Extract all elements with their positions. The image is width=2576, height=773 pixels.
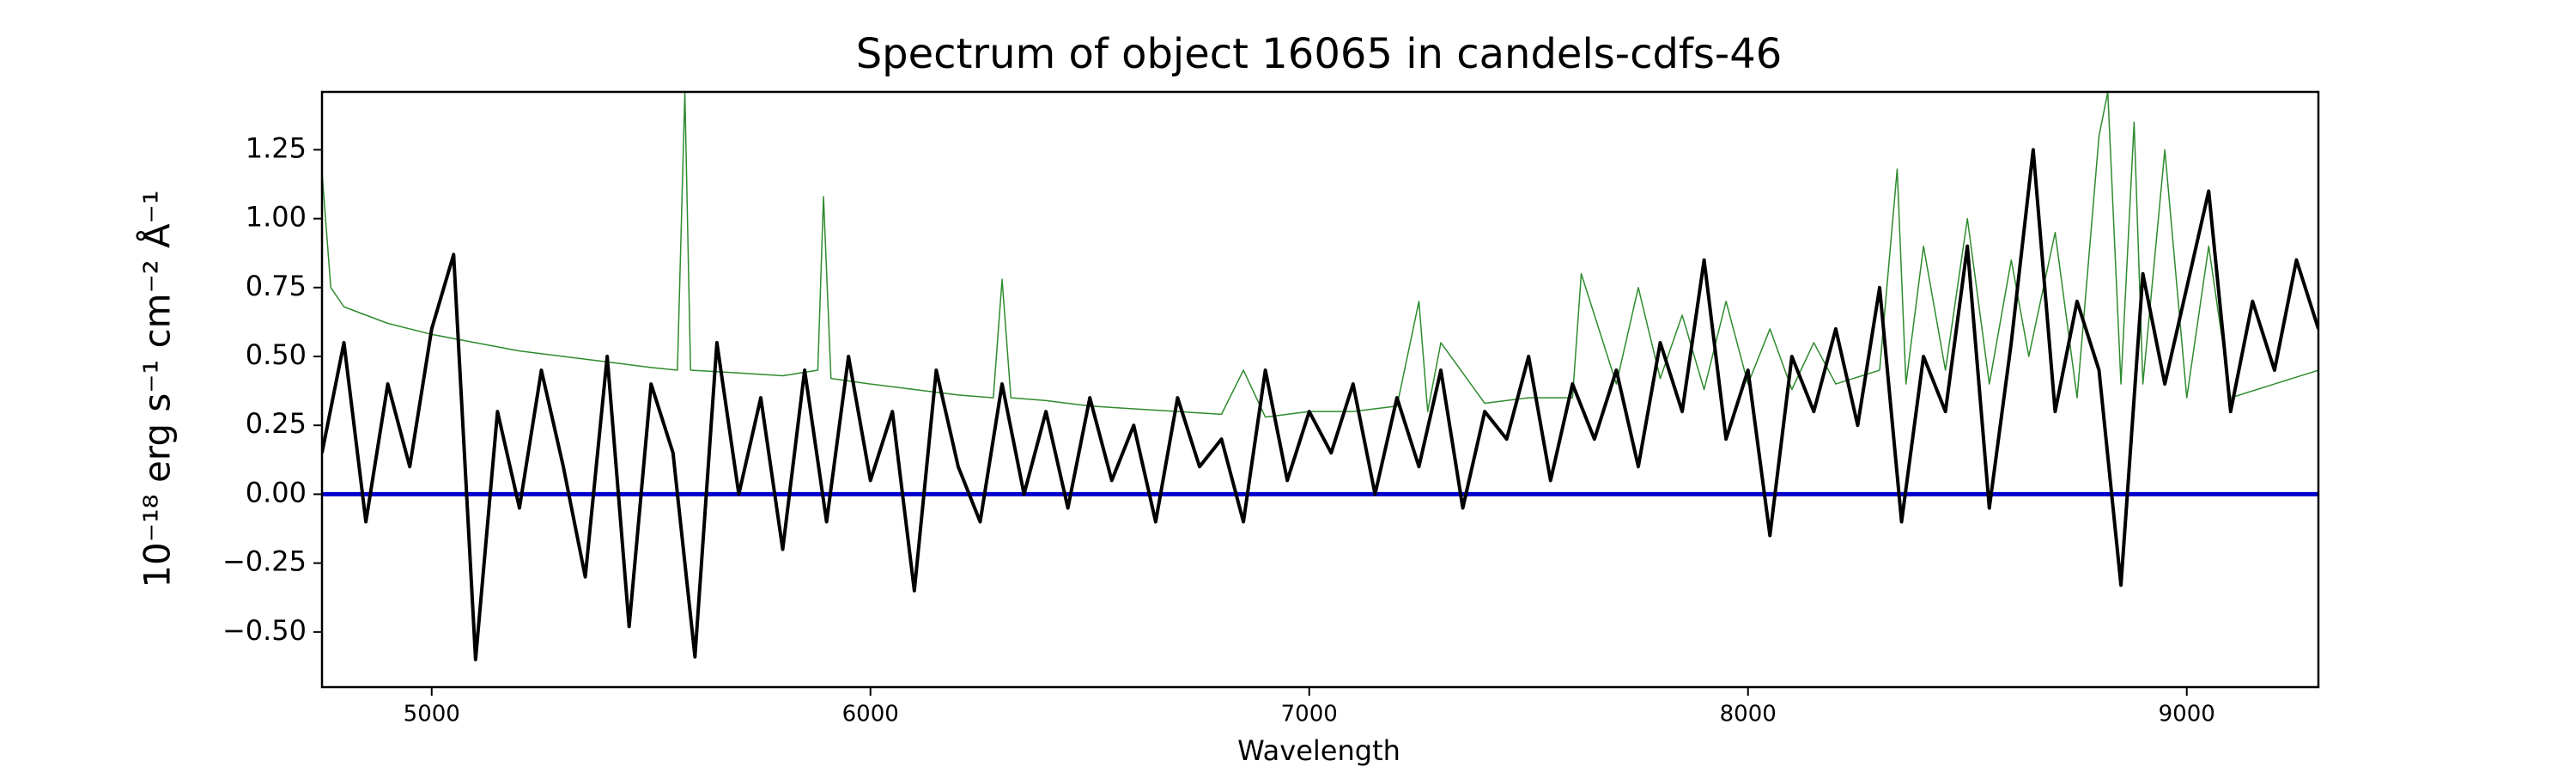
x-tick-label: 8000	[1720, 702, 1777, 727]
x-axis-label: Wavelength	[1237, 734, 1400, 767]
y-axis-label: 10⁻¹⁸ erg s⁻¹ cm⁻² Å⁻¹	[136, 190, 179, 587]
axes-frame	[320, 90, 2320, 689]
y-tick-label: −0.50	[222, 614, 307, 647]
y-tick-label: 0.25	[246, 407, 307, 440]
y-tick-label: 0.00	[246, 476, 307, 508]
y-tick-label: 0.50	[246, 338, 307, 371]
spectrum-line	[322, 148, 2318, 661]
x-tick-label: 9000	[2159, 702, 2215, 727]
x-tick-label: 5000	[404, 702, 460, 727]
chart-title: Spectrum of object 16065 in candels-cdfs…	[856, 30, 1783, 78]
y-tick-label: 1.25	[246, 131, 307, 164]
y-tick-label: −0.25	[222, 545, 307, 578]
spectrum-line	[322, 92, 2318, 418]
x-tick-label: 7000	[1281, 702, 1338, 727]
y-tick-label: 0.75	[246, 270, 307, 302]
plot-area	[322, 92, 2318, 661]
y-tick-label: 1.00	[246, 201, 307, 234]
x-tick-label: 6000	[842, 702, 899, 727]
